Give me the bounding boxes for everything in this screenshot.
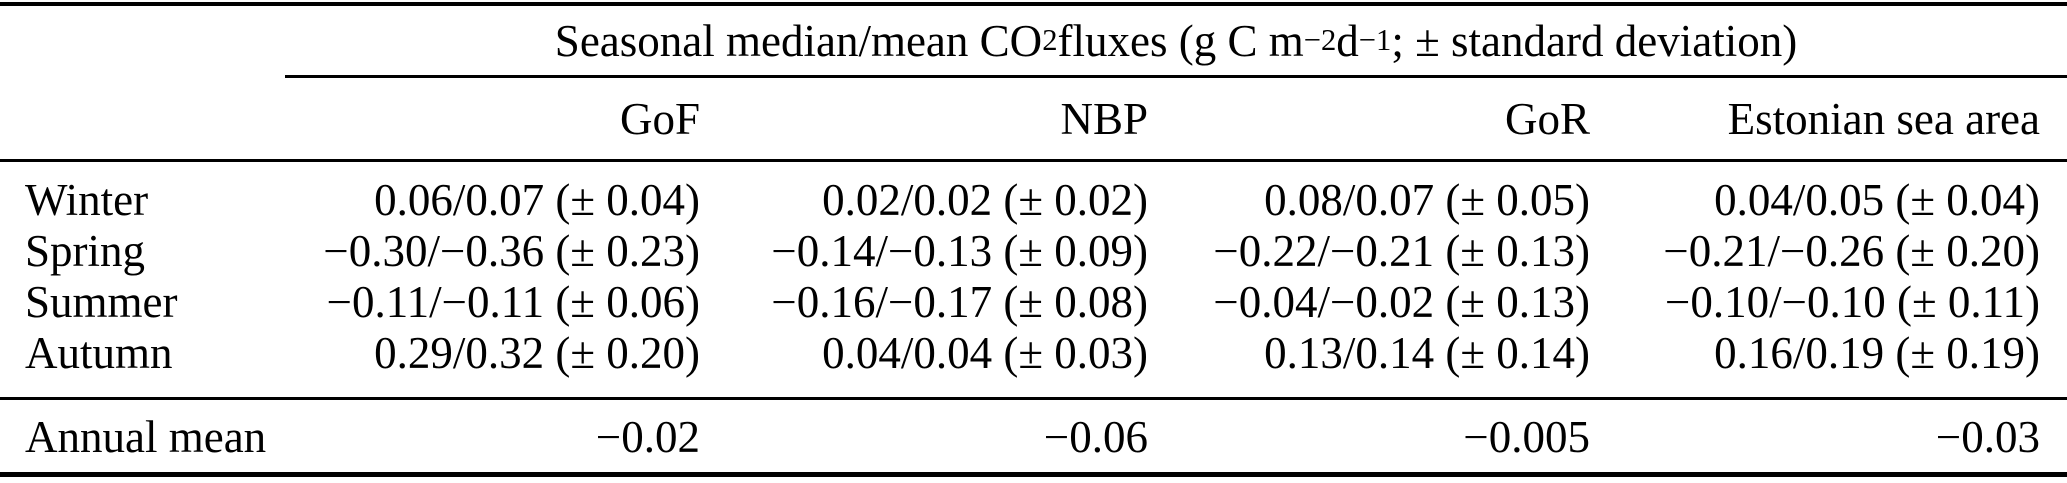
cell-autumn-gor: 0.13/0.14 (± 0.14) bbox=[1264, 328, 1590, 378]
cell-annual-gor: −0.005 bbox=[1463, 412, 1590, 462]
header-body-divider-rule bbox=[0, 159, 2067, 162]
cell-summer-nbp: −0.16/−0.17 (± 0.08) bbox=[771, 277, 1148, 327]
cell-spring-estonian: −0.21/−0.26 (± 0.20) bbox=[1663, 226, 2040, 276]
row-label: Winter bbox=[25, 175, 149, 225]
cell-spring-gor: −0.22/−0.21 (± 0.13) bbox=[1213, 226, 1590, 276]
column-header-row: GoF NBP GoR Estonian sea area bbox=[0, 78, 2067, 159]
cell-annual-estonian: −0.03 bbox=[1935, 412, 2040, 462]
cell-winter-nbp: 0.02/0.02 (± 0.02) bbox=[822, 175, 1148, 225]
column-header-nbp: NBP bbox=[1060, 93, 1148, 144]
cell-autumn-gof: 0.29/0.32 (± 0.20) bbox=[374, 328, 700, 378]
cell-summer-gof: −0.11/−0.11 (± 0.06) bbox=[326, 277, 700, 327]
body-annual-divider-rule bbox=[0, 397, 2067, 400]
row-label: Annual mean bbox=[25, 412, 267, 462]
row-label: Summer bbox=[25, 277, 178, 327]
cell-autumn-nbp: 0.04/0.04 (± 0.03) bbox=[822, 328, 1148, 378]
table-span-header: Seasonal median/mean CO 2 fluxes (g C m −2… bbox=[554, 15, 1798, 66]
row-label: Spring bbox=[25, 226, 146, 276]
cell-annual-gof: −0.02 bbox=[595, 412, 700, 462]
column-header-gor: GoR bbox=[1504, 93, 1590, 144]
table-row-annual-mean: Annual mean −0.02 −0.06 −0.005 −0.03 bbox=[0, 400, 2067, 472]
table-row-autumn: Autumn 0.29/0.32 (± 0.20) 0.04/0.04 (± 0… bbox=[0, 327, 2067, 378]
cell-winter-gor: 0.08/0.07 (± 0.05) bbox=[1264, 175, 1590, 225]
seasonal-rows: Winter 0.06/0.07 (± 0.04) 0.02/0.02 (± 0… bbox=[0, 162, 2067, 397]
cell-winter-estonian: 0.04/0.05 (± 0.04) bbox=[1714, 175, 2040, 225]
cell-annual-nbp: −0.06 bbox=[1043, 412, 1148, 462]
cell-summer-gor: −0.04/−0.02 (± 0.13) bbox=[1213, 277, 1590, 327]
table-row-summer: Summer −0.11/−0.11 (± 0.06) −0.16/−0.17 … bbox=[0, 276, 2067, 327]
column-header-estonian-sea-area: Estonian sea area bbox=[1727, 93, 2040, 144]
cell-winter-gof: 0.06/0.07 (± 0.04) bbox=[374, 175, 700, 225]
cell-spring-gof: −0.30/−0.36 (± 0.23) bbox=[323, 226, 700, 276]
table-row-winter: Winter 0.06/0.07 (± 0.04) 0.02/0.02 (± 0… bbox=[0, 174, 2067, 225]
cell-spring-nbp: −0.14/−0.13 (± 0.09) bbox=[771, 226, 1148, 276]
row-label: Autumn bbox=[25, 328, 173, 378]
cell-autumn-estonian: 0.16/0.19 (± 0.19) bbox=[1714, 328, 2040, 378]
table-bottom-rule bbox=[0, 472, 2067, 477]
table-top-rule bbox=[0, 2, 2067, 6]
table-row-spring: Spring −0.30/−0.36 (± 0.23) −0.14/−0.13 … bbox=[0, 225, 2067, 276]
cell-summer-estonian: −0.10/−0.10 (± 0.11) bbox=[1664, 277, 2040, 327]
column-header-gof: GoF bbox=[619, 93, 700, 144]
span-header-underline-rule bbox=[285, 75, 2067, 78]
